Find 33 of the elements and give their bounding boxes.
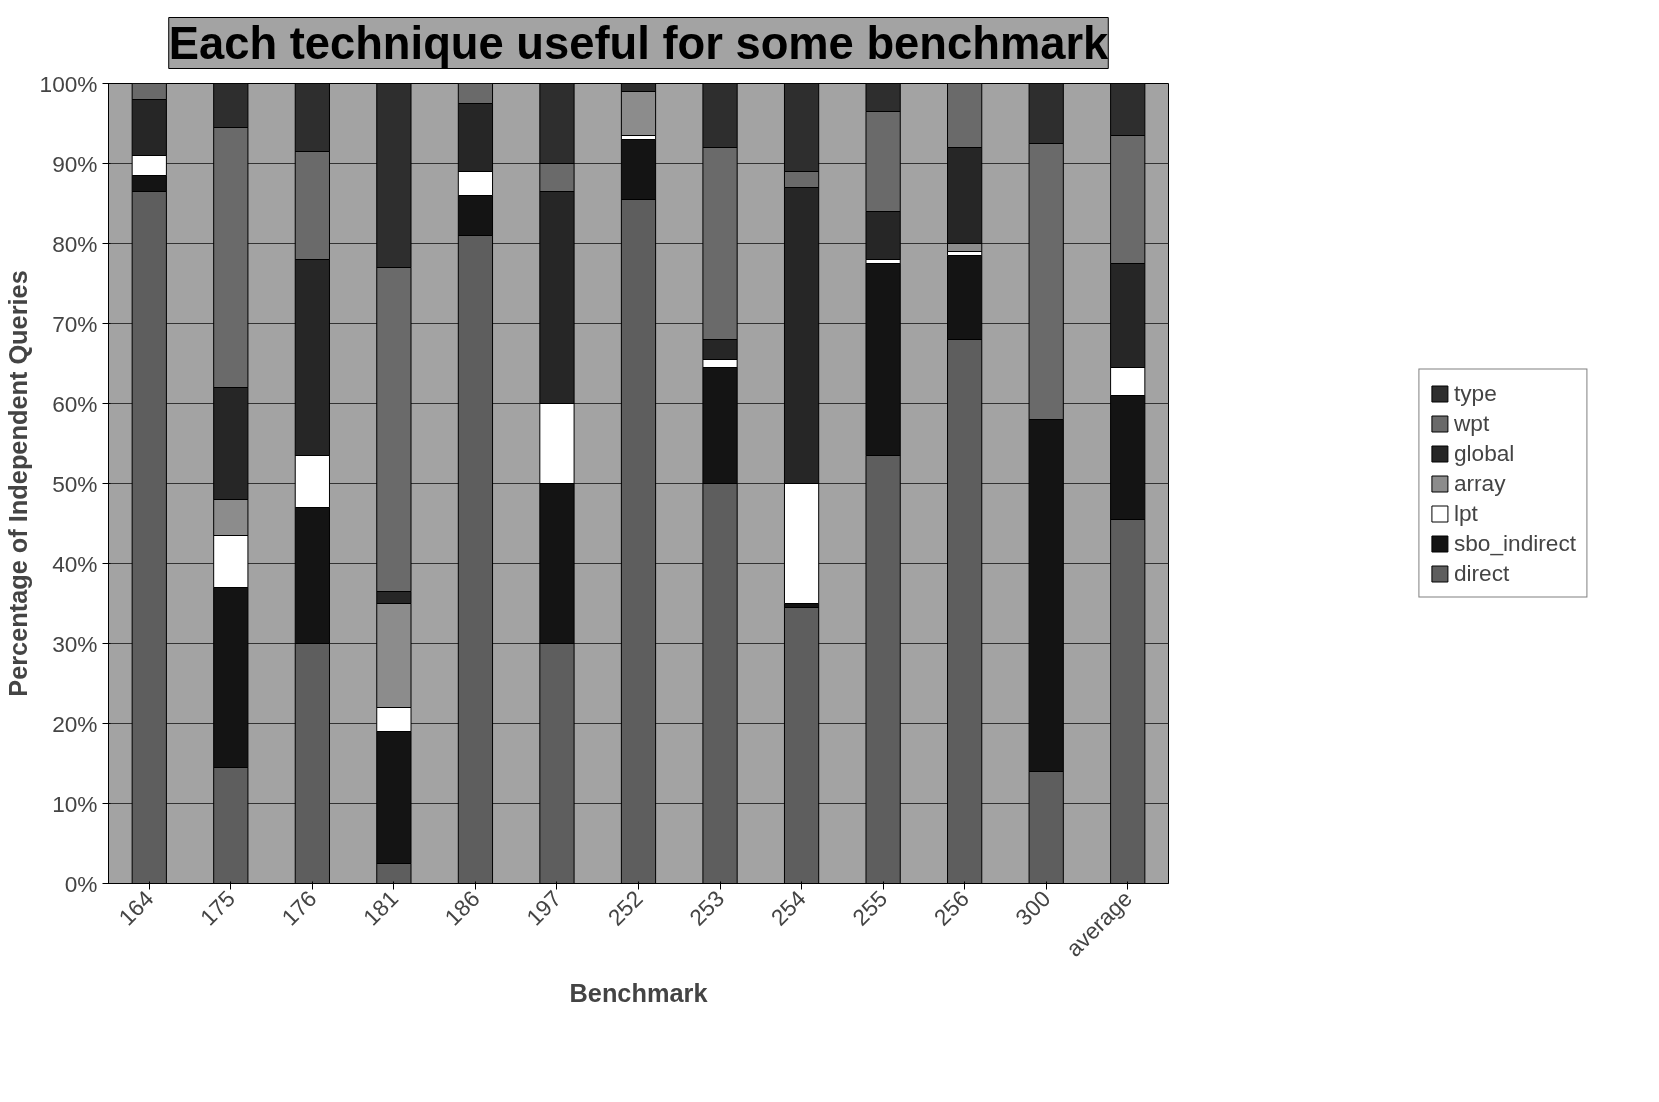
- y-tick-label: 0%: [64, 870, 98, 897]
- y-tick-label: 60%: [52, 390, 98, 417]
- x-tick-label: 197: [521, 885, 567, 931]
- y-tick-label: 100%: [39, 70, 98, 97]
- y-tick-label: 30%: [52, 630, 98, 657]
- y-tick-label: 20%: [52, 710, 98, 737]
- y-tick-label: 10%: [52, 790, 98, 817]
- x-tick-label: 253: [684, 885, 730, 931]
- legend-label: array: [1453, 469, 1506, 497]
- legend-label: wpt: [1453, 409, 1490, 437]
- y-tick-label: 40%: [52, 550, 98, 577]
- text: Each technique useful for some benchmark: [168, 17, 1110, 69]
- y-tick-label: 80%: [52, 230, 98, 257]
- x-tick-label: 164: [113, 885, 159, 931]
- x-tick-label: 175: [194, 885, 241, 931]
- x-tick-label: 186: [439, 885, 485, 931]
- x-tick-label: 181: [357, 885, 404, 931]
- x-tick-label: 254: [765, 885, 811, 931]
- y-tick-label: 50%: [52, 470, 98, 497]
- legend-label: sbo_indirect: [1453, 529, 1577, 557]
- x-axis-title: Benchmark: [569, 978, 709, 1007]
- y-axis-title: Percentage of Independent Queries: [3, 270, 32, 697]
- y-tick-label: 70%: [52, 310, 98, 337]
- x-tick-label: 256: [928, 885, 974, 931]
- x-tick-label: 300: [1010, 885, 1056, 931]
- x-tick-label: 255: [847, 885, 893, 931]
- x-tick-label: 252: [602, 885, 648, 931]
- legend-label: global: [1453, 439, 1515, 467]
- x-tick-label: 176: [276, 885, 322, 931]
- y-tick-label: 90%: [52, 150, 98, 177]
- legend-label: direct: [1453, 559, 1510, 587]
- legend-label: lpt: [1453, 499, 1478, 527]
- legend-label: type: [1453, 379, 1497, 407]
